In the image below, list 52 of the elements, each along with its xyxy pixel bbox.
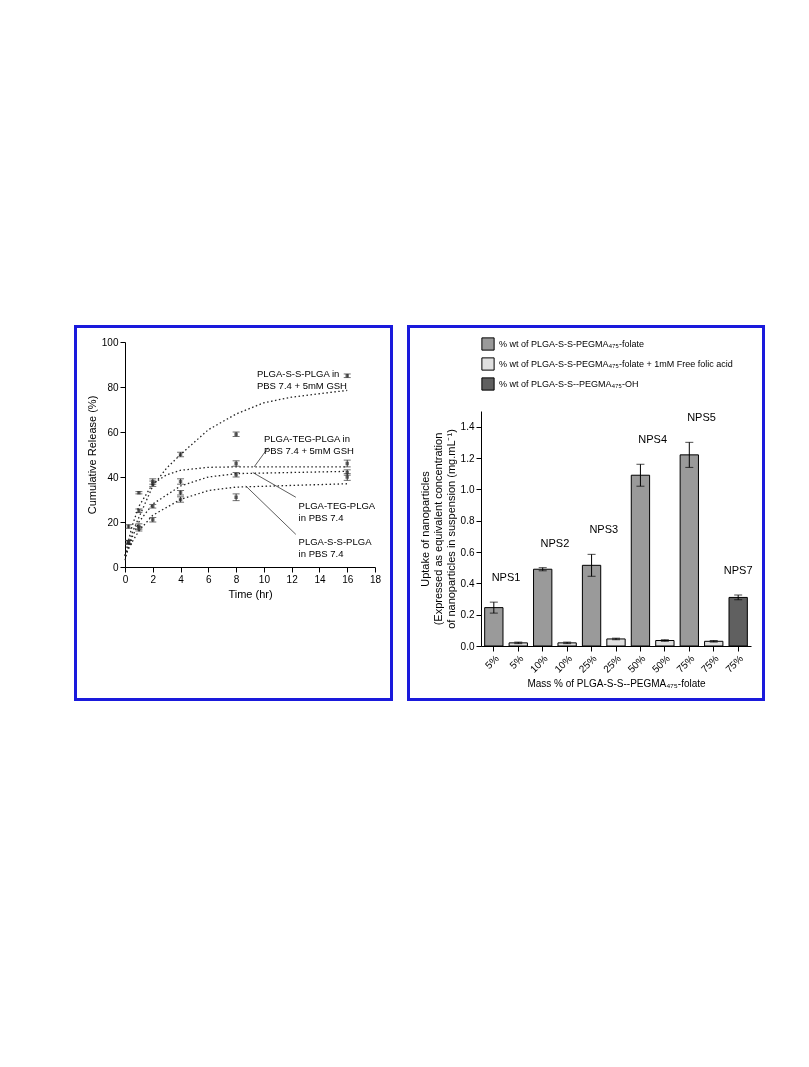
- annotation: NPS5: [687, 411, 716, 424]
- x-tick-label: 25%: [601, 652, 624, 675]
- y-axis-title: Uptake of nanoparticles (Expressed as equivalent concentration of nanoparticles in suspension (mg.mL⁻¹): [418, 429, 457, 629]
- annotation: PLGA-S-S-PLGA in PBS 7.4: [298, 536, 373, 560]
- legend-label: % wt of PLGA-S-S--PEGMA₄₇₅-OH: [499, 379, 639, 389]
- x-tick-label: 2: [150, 573, 157, 585]
- x-tick-label: 10%: [552, 652, 575, 675]
- x-tick-label: 6: [206, 573, 213, 585]
- annotation: PLGA-TEG-PLGA in PBS 7.4 + 5mM GSH: [263, 432, 355, 456]
- x-tick-label: 12: [286, 573, 299, 585]
- annotation: NPS2: [540, 536, 570, 549]
- y-tick-label: 0.6: [460, 546, 475, 558]
- annotation: NPS4: [638, 433, 668, 446]
- x-tick-label: 50%: [650, 652, 673, 675]
- x-tick-label: 75%: [723, 652, 746, 675]
- x-tick-label: 10: [258, 573, 271, 585]
- x-tick-label: 75%: [674, 652, 697, 675]
- legend-label: % wt of PLGA-S-S-PEGMA₄₇₅-folate + 1mM Free folic acid: [499, 359, 733, 369]
- y-tick-label: 0.2: [460, 609, 475, 621]
- x-tick-label: 8: [233, 573, 240, 585]
- legend-label: % wt of PLGA-S-S-PEGMA₄₇₅-folate: [499, 339, 644, 349]
- x-tick-label: 5%: [482, 652, 501, 671]
- y-tick-label: 0: [112, 561, 119, 573]
- y-tick-label: 0.0: [460, 640, 475, 652]
- x-tick-label: 25%: [576, 652, 599, 675]
- annotation: PLGA-S-S-PLGA in PBS 7.4 + 5mM GSH: [256, 367, 348, 391]
- x-tick-label: 0: [122, 573, 129, 585]
- x-tick-label: 10%: [527, 652, 550, 675]
- y-tick-label: 80: [107, 381, 119, 393]
- y-tick-label: 1.2: [460, 452, 475, 464]
- x-tick-label: 4: [178, 573, 185, 585]
- y-tick-label: 100: [101, 336, 119, 348]
- x-tick-label: 14: [314, 573, 326, 585]
- x-axis-title: Time (hr): [228, 587, 273, 600]
- y-tick-label: 1.4: [460, 421, 475, 433]
- y-tick-label: 20: [107, 516, 119, 528]
- x-tick-label: 18: [369, 573, 382, 585]
- y-tick-label: 60: [107, 426, 119, 438]
- x-tick-label: 50%: [625, 652, 648, 675]
- annotation: NPS3: [589, 523, 619, 536]
- annotation: PLGA-TEG-PLGA in PBS 7.4: [298, 500, 376, 524]
- x-tick-label: 5%: [507, 652, 526, 671]
- annotation: NPS7: [723, 564, 753, 577]
- y-tick-label: 40: [107, 471, 119, 483]
- y-tick-label: 1.0: [460, 483, 475, 495]
- y-tick-label: 0.8: [460, 515, 475, 527]
- x-axis-title: Mass % of PLGA-S-S--PEGMA₄₇₅-folate: [527, 677, 707, 689]
- x-tick-label: 75%: [698, 652, 721, 675]
- x-tick-label: 16: [342, 573, 354, 585]
- y-axis-title: Cumulative Release (%): [85, 395, 98, 515]
- y-tick-label: 0.4: [460, 577, 475, 589]
- annotation: NPS1: [491, 571, 521, 584]
